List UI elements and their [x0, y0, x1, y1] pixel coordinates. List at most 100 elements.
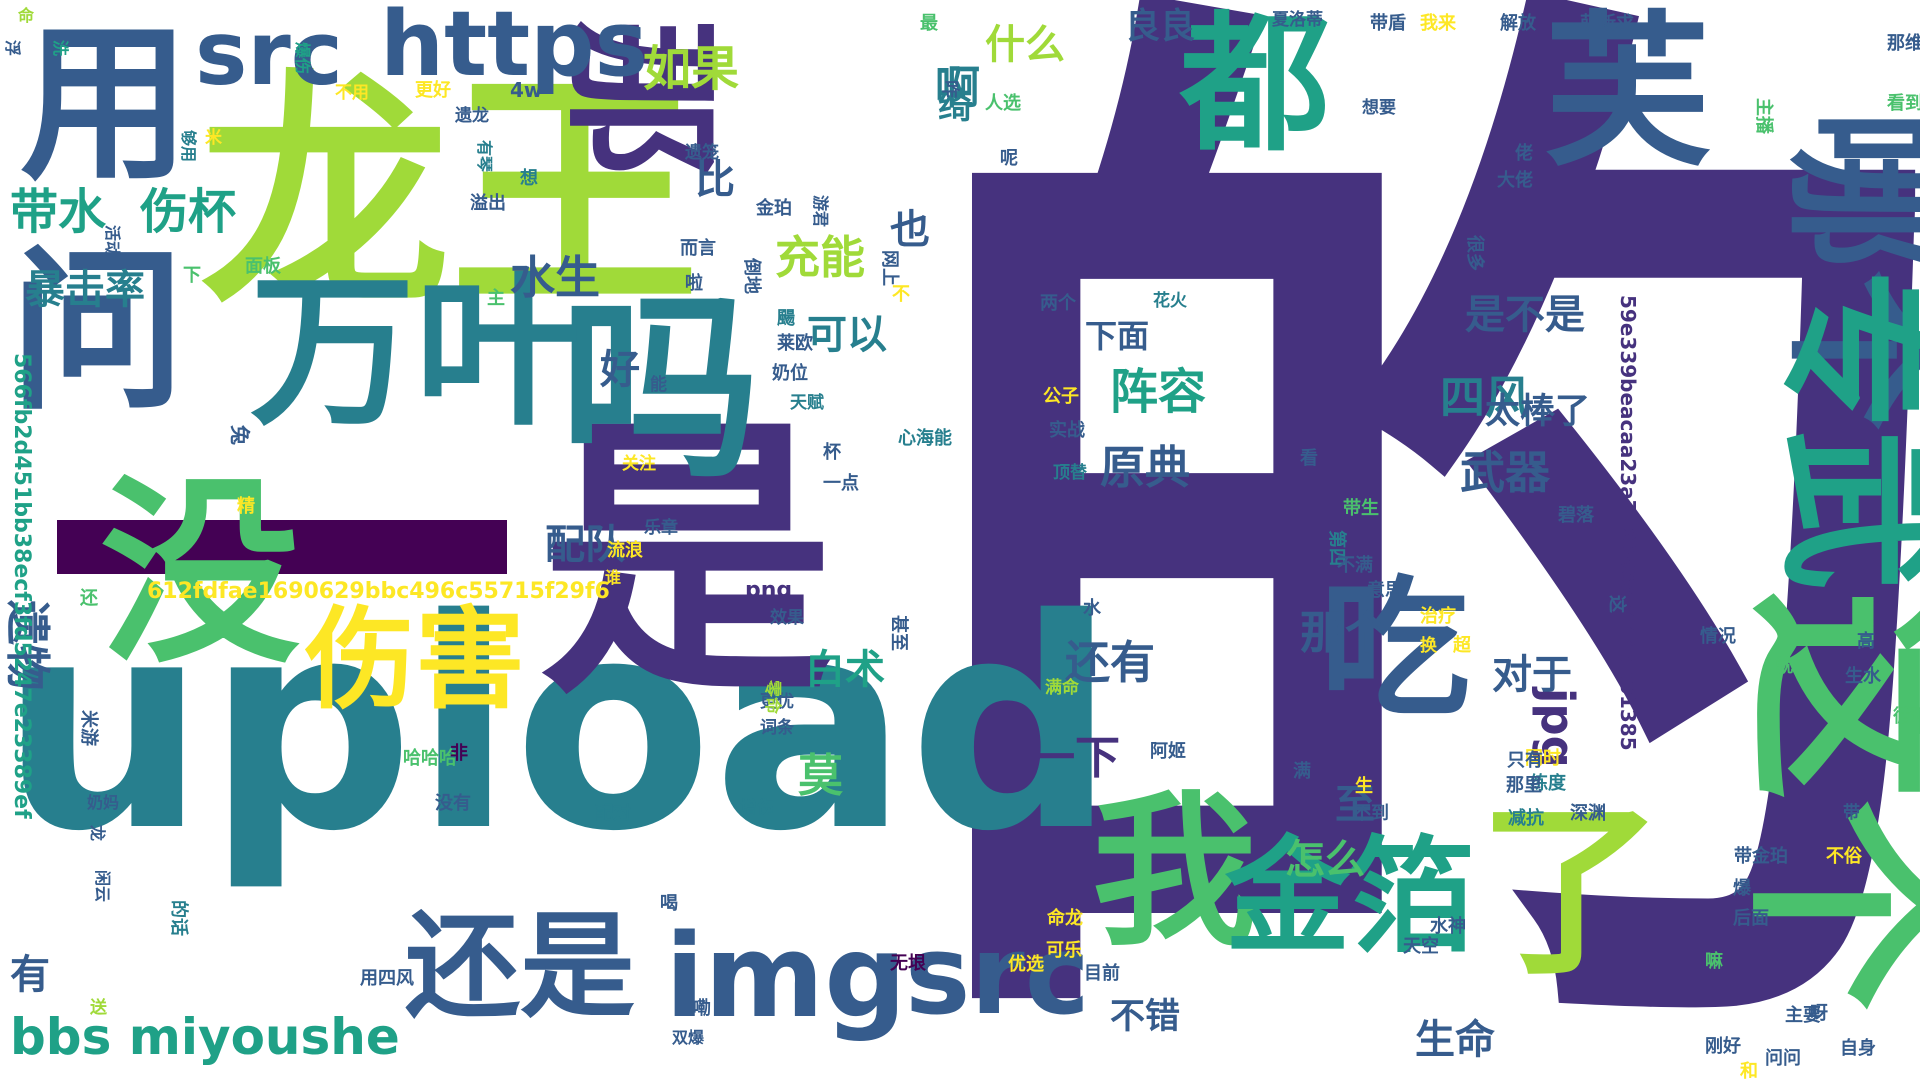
- cloud-word: 兔: [228, 425, 252, 445]
- cloud-word: 芙: [1545, 0, 1710, 188]
- cloud-word: 什么: [985, 22, 1065, 68]
- cloud-word: 网上: [879, 250, 900, 286]
- cloud-word: 莫: [798, 749, 844, 802]
- cloud-word: 我来: [1420, 13, 1456, 34]
- cloud-word: 带盾: [1370, 13, 1406, 34]
- cloud-word: 爆伤: [293, 42, 312, 75]
- cloud-word: 充能: [775, 231, 866, 284]
- cloud-word: 一点: [823, 473, 859, 494]
- cloud-word: 还是: [405, 900, 636, 1034]
- cloud-word: 颺: [777, 308, 795, 329]
- dash-bar: [57, 520, 507, 574]
- cloud-word: 意思: [1367, 580, 1403, 601]
- cloud-word: 莱欧: [777, 333, 813, 354]
- cloud-word: 用: [20, 6, 191, 204]
- cloud-word: 不用: [335, 83, 369, 103]
- cloud-word: 阵容: [1110, 364, 1207, 420]
- cloud-word: 只有: [1507, 750, 1543, 771]
- cloud-word: 水神: [1430, 916, 1466, 937]
- cloud-word: 情况: [1700, 626, 1736, 647]
- cloud-word: 带金珀: [1734, 846, 1788, 867]
- cloud-word: 那维: [1887, 33, 1920, 54]
- cloud-word: 这: [1606, 595, 1627, 613]
- cloud-word: 想: [520, 168, 538, 189]
- cloud-word: 还: [80, 588, 98, 609]
- cloud-word: 还有: [1065, 636, 1156, 689]
- cloud-word: 词条: [760, 718, 794, 738]
- cloud-word: 612fdfae1690629bbc496c55715f29f6: [147, 579, 610, 604]
- cloud-word: 问: [10, 231, 185, 434]
- cloud-word: 阿姬: [1150, 741, 1186, 762]
- cloud-word: 水: [1083, 598, 1101, 619]
- cloud-word: 对于: [1492, 652, 1572, 698]
- cloud-word: 没: [100, 458, 301, 691]
- cloud-word: 生: [1355, 776, 1373, 797]
- cloud-word: src: [905, 911, 1090, 1039]
- cloud-word: 咋: [939, 80, 960, 98]
- cloud-word: 命: [18, 6, 35, 25]
- cloud-word: 金箔: [1225, 825, 1475, 970]
- cloud-word: 绮: [938, 87, 974, 127]
- cloud-word: 呢: [1000, 148, 1018, 169]
- cloud-word: 送: [90, 998, 107, 1018]
- cloud-word: 实战: [1049, 420, 1085, 441]
- cloud-word: src: [195, 2, 343, 105]
- cloud-word: 能: [650, 375, 667, 395]
- cloud-word: 武器: [1460, 446, 1551, 499]
- cloud-word: 碧落: [1558, 505, 1594, 526]
- cloud-word: 天赋: [790, 393, 824, 413]
- cloud-word: 那里: [1506, 775, 1542, 796]
- cloud-word: 自身: [1840, 1038, 1876, 1059]
- cloud-word: 吃: [1320, 563, 1471, 737]
- cloud-word: 用四风: [360, 968, 414, 989]
- cloud-word: 循环: [1893, 706, 1920, 727]
- cloud-word: 没有: [435, 793, 471, 814]
- cloud-word: 命龙: [1047, 908, 1083, 929]
- cloud-word: 更优: [760, 692, 794, 712]
- cloud-word: 顶替: [1053, 463, 1087, 483]
- cloud-word: 4w: [510, 78, 543, 102]
- cloud-word: 生命: [1415, 1017, 1495, 1063]
- cloud-word: 都: [1180, 0, 1331, 172]
- cloud-word: 主: [487, 288, 505, 309]
- cloud-word: 米: [205, 128, 222, 148]
- cloud-word: 佬: [1515, 143, 1533, 164]
- cloud-word: 和: [1740, 1061, 1758, 1080]
- cloud-word: 满命: [1045, 678, 1079, 698]
- cloud-word: 奶妈: [87, 793, 120, 812]
- cloud-word: 米游: [78, 710, 99, 746]
- cloud-word: 奶位: [772, 363, 808, 384]
- cloud-word: 啊: [935, 61, 981, 114]
- cloud-word: 不错: [1110, 997, 1181, 1037]
- cloud-word: 目前: [1084, 963, 1120, 984]
- cloud-word: 闲云: [93, 870, 112, 903]
- cloud-word: 解放: [1500, 13, 1536, 34]
- cloud-word: 是不是: [1465, 292, 1585, 338]
- cloud-word: 啦: [685, 273, 703, 294]
- cloud-word: 减抗: [1508, 808, 1544, 829]
- cloud-word: 看: [1300, 448, 1318, 469]
- cloud-word: 暴击率: [25, 267, 145, 313]
- cloud-word: 不到: [1353, 803, 1389, 824]
- cloud-word: 嘞: [693, 998, 711, 1019]
- cloud-word: 如果: [643, 41, 740, 97]
- cloud-word: 效果: [770, 608, 804, 628]
- cloud-word: 的: [895, 0, 1920, 1080]
- cloud-word: 水生: [510, 251, 601, 304]
- cloud-word: 换: [1420, 636, 1437, 656]
- cloud-word: 双爆: [672, 1028, 705, 1047]
- cloud-word: 59e339beacaa23a712696e5444db01385: [1616, 295, 1640, 751]
- cloud-word: 优选: [1008, 954, 1044, 975]
- cloud-word: 有琴: [475, 140, 494, 173]
- cloud-word: 不满: [1337, 555, 1373, 576]
- cloud-word: 花火: [1153, 291, 1187, 311]
- cloud-word: 关注: [622, 454, 656, 474]
- cloud-word: 面板: [245, 256, 281, 277]
- cloud-word: bbs miyoushe: [10, 1008, 400, 1066]
- cloud-word: 带水: [10, 184, 107, 240]
- cloud-word: 倒地: [741, 258, 762, 294]
- cloud-word: 原典: [1100, 441, 1191, 494]
- cloud-word: 我: [1092, 776, 1257, 968]
- cloud-word: 治疗: [1420, 606, 1456, 627]
